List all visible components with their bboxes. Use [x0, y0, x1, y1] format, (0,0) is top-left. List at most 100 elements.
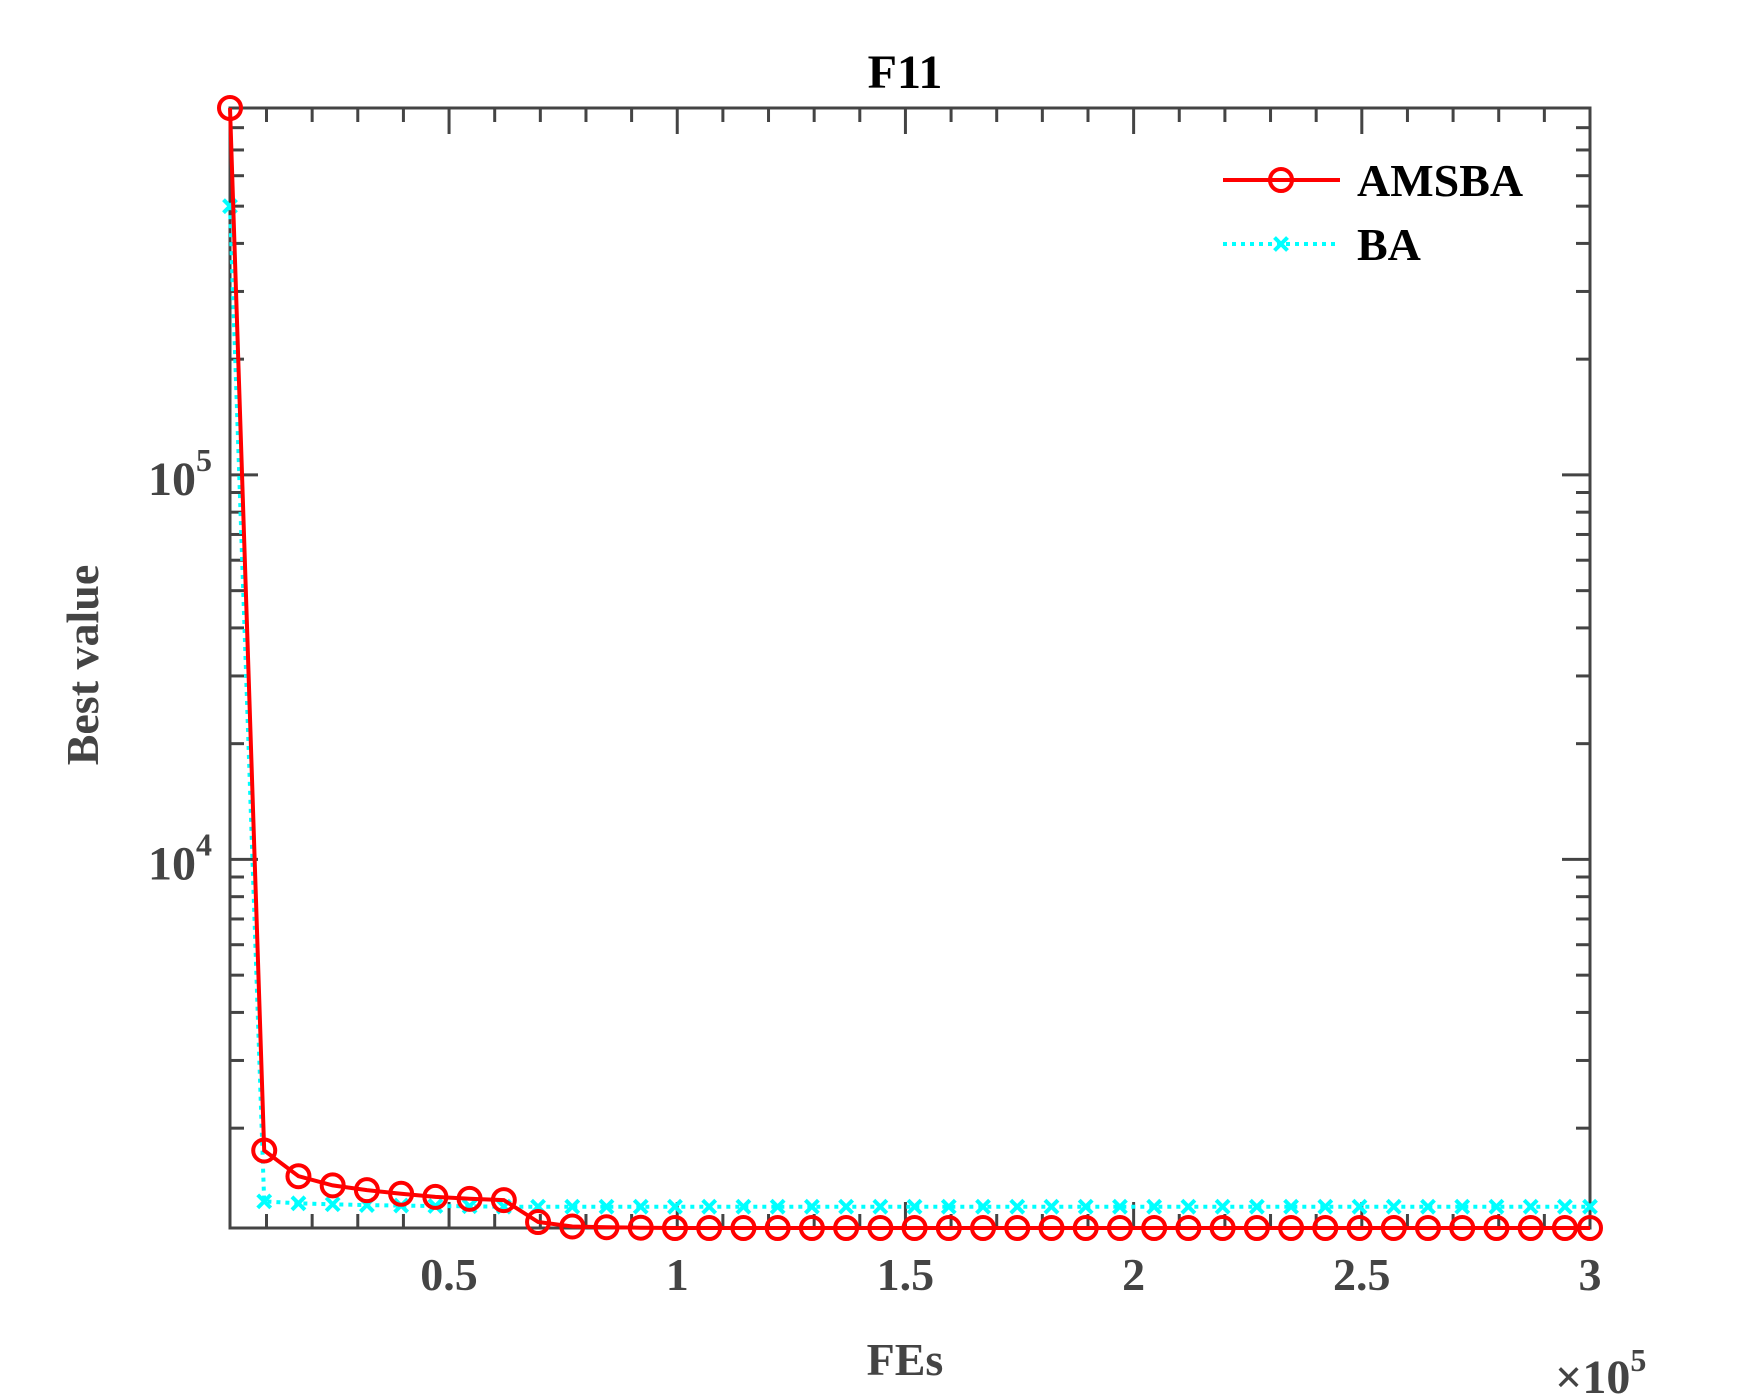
y-tick-label-base: 10	[148, 453, 196, 506]
data-point-amsba	[388, 1180, 415, 1207]
data-point-ba	[735, 1198, 752, 1215]
y-tick-label-exponent: 5	[196, 442, 212, 478]
chart-title: F11	[868, 46, 943, 99]
y-tick-label-exponent: 4	[196, 826, 212, 862]
data-point-amsba	[559, 1213, 586, 1240]
data-point-amsba	[798, 1215, 825, 1241]
legend-marker-ba	[1273, 236, 1289, 252]
x-exponent-label: ×105	[1555, 1342, 1646, 1400]
data-point-ba	[1180, 1198, 1197, 1215]
data-point-ba	[256, 1193, 273, 1210]
series-ba	[222, 198, 1598, 1215]
data-point-amsba	[1141, 1215, 1168, 1241]
data-point-amsba	[593, 1214, 620, 1241]
x-tick-label: 1	[666, 1249, 689, 1300]
data-point-ba	[872, 1198, 889, 1215]
data-point-ba	[1522, 1198, 1539, 1215]
data-point-amsba	[1517, 1215, 1544, 1241]
data-point-amsba	[1483, 1215, 1510, 1241]
data-point-ba	[1043, 1198, 1060, 1215]
legend-label-amsba: AMSBA	[1357, 155, 1523, 206]
data-point-amsba	[456, 1185, 483, 1212]
data-point-ba	[1556, 1198, 1573, 1215]
data-point-amsba	[1038, 1215, 1065, 1241]
data-point-amsba	[1346, 1215, 1373, 1241]
x-tick-label: 1.5	[877, 1249, 935, 1300]
x-exponent-power: 5	[1630, 1342, 1646, 1378]
data-point-amsba	[661, 1215, 688, 1241]
x-tick-label: 0.5	[420, 1249, 478, 1300]
data-point-ba	[940, 1198, 957, 1215]
legend-marker-amsba	[1268, 167, 1294, 193]
data-point-amsba	[525, 1209, 552, 1236]
data-point-ba	[769, 1198, 786, 1215]
data-point-amsba	[1312, 1215, 1339, 1241]
y-tick-label-base: 10	[148, 837, 196, 890]
data-point-amsba	[251, 1137, 278, 1164]
data-point-ba	[1582, 1198, 1598, 1215]
data-point-amsba	[1209, 1215, 1236, 1241]
y-axis-label: Best value	[57, 565, 108, 766]
data-point-amsba	[217, 95, 243, 121]
data-point-ba	[632, 1198, 649, 1215]
series-amsba	[217, 95, 1603, 1241]
x-tick-label: 2.5	[1333, 1249, 1391, 1300]
plot-series	[217, 95, 1603, 1241]
series-line-amsba	[228, 107, 1590, 1230]
data-point-amsba	[1175, 1215, 1202, 1241]
data-point-ba	[667, 1198, 683, 1215]
data-point-amsba	[833, 1215, 860, 1241]
x-axis-label: FEs	[867, 1334, 944, 1385]
data-point-amsba	[970, 1215, 997, 1241]
data-point-ba	[1146, 1198, 1163, 1215]
data-point-amsba	[1551, 1215, 1578, 1241]
data-point-ba	[1488, 1198, 1505, 1215]
data-point-ba	[324, 1196, 341, 1213]
data-point-amsba	[867, 1215, 894, 1241]
data-point-ba	[1112, 1198, 1128, 1215]
data-point-ba	[803, 1198, 820, 1215]
data-point-amsba	[1072, 1215, 1099, 1241]
data-point-amsba	[319, 1172, 346, 1199]
legend: AMSBA BA	[1223, 155, 1523, 270]
data-point-ba	[598, 1198, 615, 1215]
data-point-ba	[1317, 1198, 1334, 1215]
x-tick-label: 2	[1122, 1249, 1145, 1300]
data-point-ba	[975, 1198, 991, 1215]
data-point-amsba	[1414, 1215, 1441, 1241]
data-point-ba	[1283, 1198, 1299, 1215]
data-point-amsba	[422, 1183, 449, 1210]
data-point-ba	[906, 1198, 923, 1215]
data-point-ba	[1420, 1198, 1436, 1215]
data-point-amsba	[764, 1215, 791, 1241]
data-point-amsba	[353, 1177, 380, 1204]
data-point-amsba	[901, 1215, 928, 1241]
data-point-amsba	[1380, 1215, 1407, 1241]
data-point-amsba	[1278, 1215, 1305, 1241]
data-point-ba	[290, 1195, 307, 1212]
data-point-ba	[1385, 1198, 1402, 1215]
data-point-amsba	[627, 1214, 654, 1241]
data-point-amsba	[730, 1215, 757, 1241]
data-point-ba	[1214, 1198, 1231, 1215]
data-point-amsba	[1577, 1215, 1603, 1241]
legend-label-ba: BA	[1357, 219, 1421, 270]
data-point-amsba	[1004, 1215, 1031, 1241]
x-tick-label: 3	[1579, 1249, 1602, 1300]
data-point-ba	[1351, 1198, 1368, 1215]
data-point-amsba	[490, 1187, 517, 1214]
data-point-amsba	[1449, 1215, 1476, 1241]
data-point-amsba	[1106, 1215, 1133, 1241]
data-point-ba	[1077, 1198, 1094, 1215]
x-exponent-base: ×10	[1555, 1351, 1630, 1400]
data-point-ba	[838, 1198, 855, 1215]
data-point-amsba	[1243, 1215, 1270, 1241]
plot-frame	[228, 106, 1592, 1230]
y-tick-label: 104	[148, 826, 212, 890]
data-point-ba	[701, 1198, 718, 1215]
data-point-amsba	[285, 1163, 312, 1190]
y-tick-label: 105	[148, 442, 212, 506]
data-point-ba	[1454, 1198, 1471, 1215]
